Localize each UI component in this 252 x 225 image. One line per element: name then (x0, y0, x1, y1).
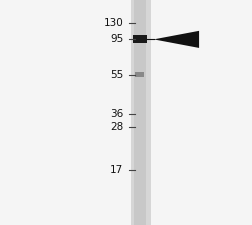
Bar (133, 35, 147, 43)
Text: 36: 36 (110, 109, 123, 119)
Bar (135, 72, 144, 76)
Polygon shape (154, 31, 199, 48)
Text: 130: 130 (104, 18, 123, 27)
Bar (134, 0, 146, 225)
Text: 17: 17 (110, 165, 123, 175)
Bar (131, 0, 151, 225)
Text: 55: 55 (110, 70, 123, 80)
Text: 95: 95 (110, 34, 123, 44)
Text: 28: 28 (110, 122, 123, 132)
